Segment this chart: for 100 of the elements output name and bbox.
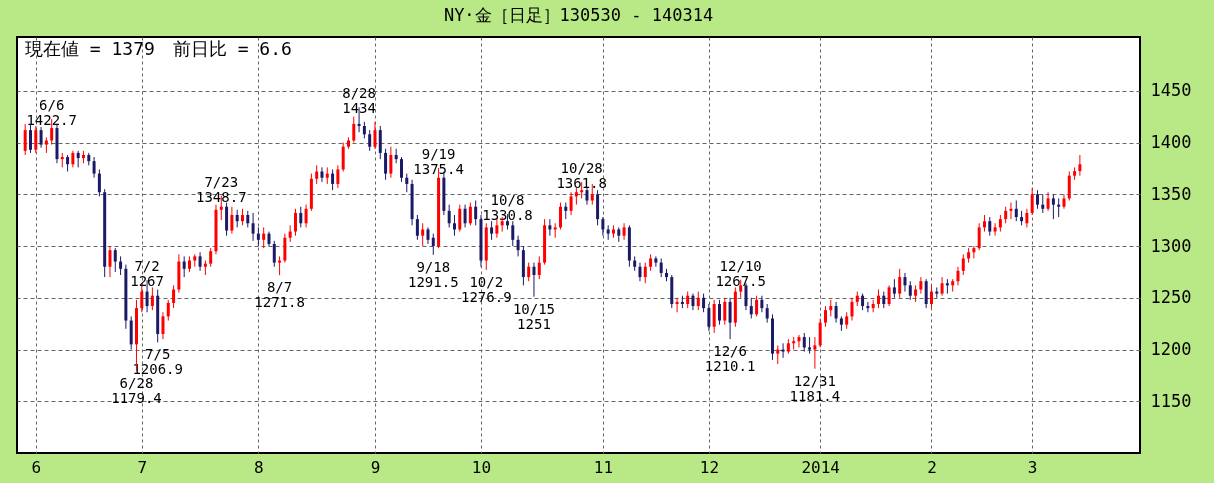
candlestick: [431, 233, 435, 256]
candlestick: [28, 123, 32, 154]
candlestick: [945, 278, 949, 295]
candlestick: [198, 251, 202, 272]
candlestick: [97, 168, 101, 197]
candlestick: [108, 245, 112, 278]
candlestick: [278, 255, 282, 276]
candlestick: [659, 257, 663, 278]
annotation: 現在値 = 1379 前日比 = 6.6: [25, 38, 292, 59]
candlestick: [935, 286, 939, 299]
x-tick-label: 3: [1027, 457, 1038, 477]
candlestick: [813, 336, 817, 370]
candlestick: [802, 332, 806, 353]
x-tick-label: 11: [593, 457, 614, 477]
annotation: 7/2 1267: [130, 258, 164, 290]
candlestick: [150, 286, 154, 311]
candlestick: [818, 317, 822, 348]
candlestick: [511, 220, 515, 247]
candlestick: [447, 204, 451, 228]
annotation: 10/15 1251: [512, 300, 556, 332]
candlestick: [622, 222, 626, 241]
candlestick: [352, 116, 356, 144]
candlestick: [293, 208, 297, 237]
candlestick: [755, 295, 759, 317]
annotation: 7/23 1348.7: [195, 173, 247, 205]
candlestick: [474, 200, 478, 226]
candlestick: [495, 218, 499, 239]
candlestick: [1009, 202, 1013, 220]
candlestick: [696, 291, 700, 311]
y-tick-label: 1300: [1150, 235, 1192, 256]
candlestick: [749, 297, 753, 319]
candlestick: [898, 268, 902, 299]
candlestick: [182, 255, 186, 278]
annotation: 8/7 1271.8: [254, 279, 305, 311]
x-tick-label: 9: [370, 457, 381, 477]
candlestick: [1030, 187, 1034, 216]
candlestick: [601, 216, 605, 237]
candlestick: [452, 214, 456, 237]
candlestick: [225, 202, 229, 237]
candlestick: [251, 212, 255, 242]
candlestick: [283, 233, 287, 264]
candlestick: [823, 305, 827, 328]
candlestick: [172, 284, 176, 309]
candlestick: [34, 125, 38, 154]
candlestick: [119, 255, 123, 276]
candlestick: [468, 202, 472, 226]
annotation: 6/6 1422.7: [26, 97, 77, 129]
candlestick: [924, 278, 928, 309]
candlestick: [299, 206, 303, 228]
candlestick: [558, 202, 562, 230]
annotation: 12/10 1267.5: [715, 257, 766, 289]
candlestick: [961, 253, 965, 276]
annotation: 12/31 1181.4: [789, 372, 841, 404]
candlestick: [463, 204, 467, 228]
candlestick: [256, 226, 260, 247]
candlestick: [887, 284, 891, 307]
candlestick: [527, 262, 531, 282]
candlestick: [405, 173, 409, 193]
y-tick-label: 1200: [1150, 339, 1192, 360]
candlestick: [876, 289, 880, 309]
candlestick: [569, 191, 573, 216]
candlestick: [92, 156, 96, 179]
candlestick: [908, 280, 912, 301]
candlestick: [161, 311, 165, 340]
x-tick-label: 2014: [801, 457, 840, 477]
candlestick: [1051, 193, 1055, 220]
candlestick: [903, 272, 907, 293]
x-tick-label: 7: [137, 457, 148, 477]
candlestick: [929, 284, 933, 309]
x-tick-label: 6: [31, 457, 42, 477]
candlestick: [850, 297, 854, 322]
candlestick: [230, 206, 234, 235]
candlestick: [389, 146, 393, 179]
candlestick: [320, 166, 324, 183]
candlestick: [548, 218, 552, 237]
candlestick: [140, 284, 144, 313]
candlestick: [972, 245, 976, 259]
candlestick: [1025, 208, 1029, 228]
candlestick: [378, 125, 382, 160]
candlestick: [712, 299, 716, 334]
candlestick: [532, 262, 536, 298]
x-tick-label: 12: [699, 457, 720, 477]
candlestick: [336, 164, 340, 189]
candlestick: [892, 278, 896, 299]
candlestick: [368, 129, 372, 152]
candlestick: [919, 276, 923, 295]
candlestick: [776, 344, 780, 365]
candlestick: [723, 297, 727, 326]
candlestick: [940, 276, 944, 297]
candlestick: [384, 148, 388, 181]
candlestick: [537, 255, 541, 280]
y-tick-label: 1150: [1150, 390, 1192, 411]
annotation: 12/6 1210.1: [704, 343, 756, 375]
annotation: 9/19 1375.4: [413, 146, 464, 178]
candlestick: [553, 222, 557, 239]
y-tick-label: 1450: [1150, 80, 1192, 101]
candlestick: [654, 255, 658, 268]
candlestick: [866, 301, 870, 313]
candlestick: [643, 262, 647, 284]
candlestick: [166, 299, 170, 322]
